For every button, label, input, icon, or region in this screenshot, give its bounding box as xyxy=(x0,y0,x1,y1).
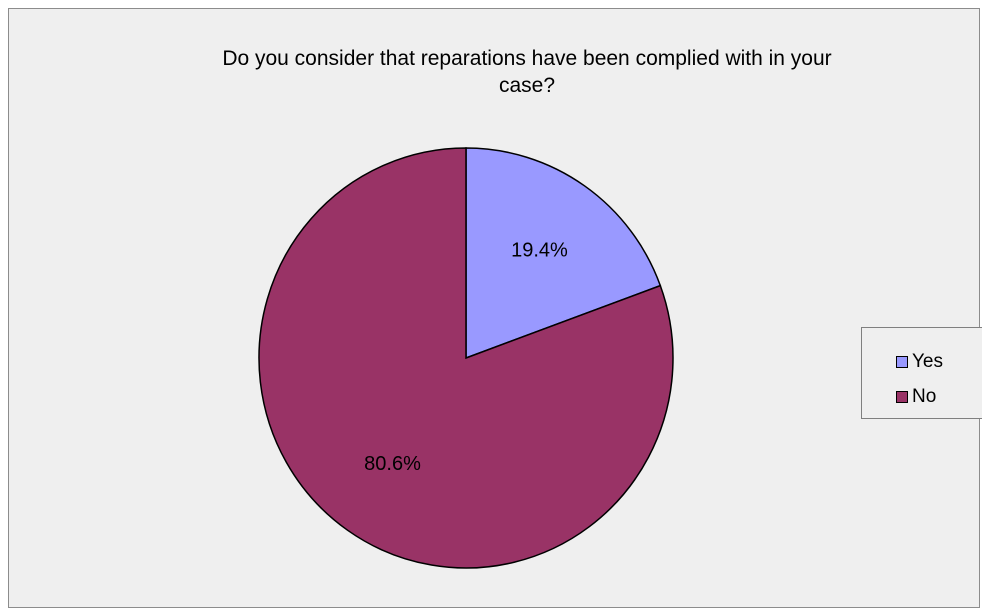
legend-item-yes: Yes xyxy=(896,350,943,374)
legend-label-no: No xyxy=(912,386,937,407)
chart-title-line-1: Do you consider that reparations have be… xyxy=(222,47,832,70)
legend-swatch-yes xyxy=(896,356,908,368)
legend-item-no: No xyxy=(896,385,936,409)
chart-title-line-2: case? xyxy=(498,74,556,97)
pie-slice-yes xyxy=(465,147,662,360)
data-label-no: 80.6% xyxy=(364,453,421,475)
chart-title: Do you consider that reparations have be… xyxy=(9,45,982,99)
legend-label-yes: Yes xyxy=(912,351,943,372)
pie-slice-no xyxy=(258,147,674,569)
legend: Yes No xyxy=(861,327,982,419)
pie-chart: 19.4% 80.6% xyxy=(258,147,674,569)
data-label-yes: 19.4% xyxy=(511,240,568,262)
legend-swatch-no xyxy=(896,391,908,403)
chart-area: Do you consider that reparations have be… xyxy=(8,8,982,608)
